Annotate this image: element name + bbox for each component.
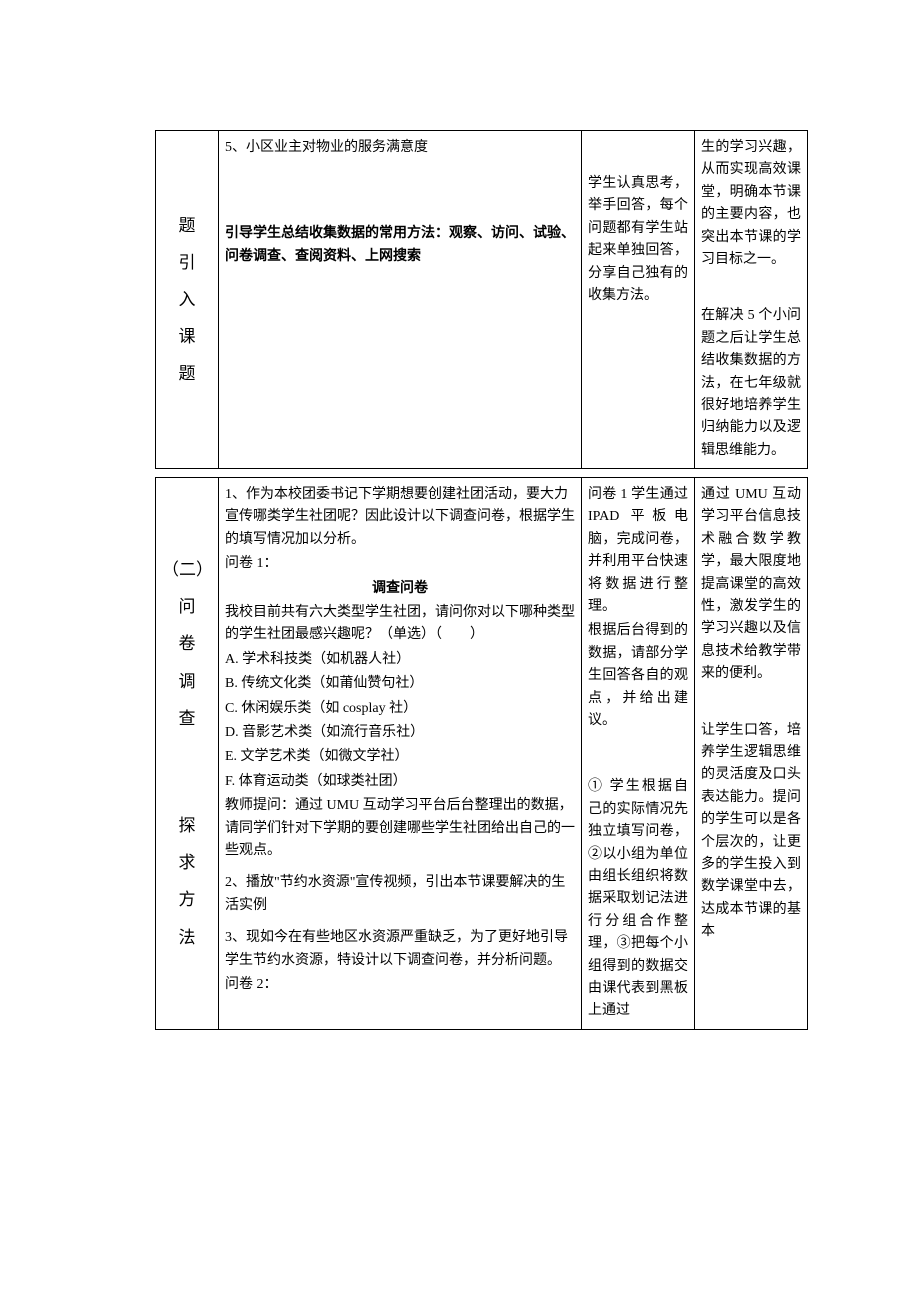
label-char: 求 bbox=[162, 849, 212, 876]
label-char: 探 bbox=[162, 812, 212, 839]
label-char: 题 bbox=[162, 212, 212, 239]
table-row: （二） 问 卷 调 查 探 求 方 法 1、作为本校团委书记下学期想要创建社团活… bbox=[156, 478, 808, 1030]
label-char: 法 bbox=[162, 924, 212, 951]
lesson-table: （二） 问 卷 调 查 探 求 方 法 1、作为本校团委书记下学期想要创建社团活… bbox=[155, 477, 808, 1030]
student-text: 根据后台得到的数据，请部分学生回答各自的观点，并给出建议。 bbox=[588, 620, 688, 732]
section-label-cell: 题 引 入 课 题 bbox=[156, 131, 219, 469]
content-line: 1、作为本校团委书记下学期想要创建社团活动，要大力宣传哪类学生社团呢？因此设计以… bbox=[225, 484, 575, 551]
label-char: 调 bbox=[162, 668, 212, 695]
table-row: 题 引 入 课 题 5、小区业主对物业的服务满意度 引导学生总结收集数据的常用方… bbox=[156, 131, 808, 469]
section-label-cell: （二） 问 卷 调 查 探 求 方 法 bbox=[156, 478, 219, 1030]
label-char: 方 bbox=[162, 886, 212, 913]
main-content-cell: 1、作为本校团委书记下学期想要创建社团活动，要大力宣传哪类学生社团呢？因此设计以… bbox=[219, 478, 582, 1030]
row-gap bbox=[155, 469, 780, 477]
document-page: 题 引 入 课 题 5、小区业主对物业的服务满意度 引导学生总结收集数据的常用方… bbox=[0, 0, 920, 1302]
label-char: 查 bbox=[162, 705, 212, 732]
student-activity-cell: 学生认真思考，举手回答，每个问题都有学生站起来单独回答，分享自己独有的收集方法。 bbox=[582, 131, 695, 469]
survey-option: D. 音影艺术类（如流行音乐社） bbox=[225, 722, 575, 744]
survey-question: 我校目前共有六大类型学生社团，请问你对以下哪种类型的学生社团最感兴趣呢？（单选）… bbox=[225, 602, 575, 647]
student-text: 问卷 1 学生通过 IPAD 平板电脑，完成问卷，并利用平台快速将数据进行整理。 bbox=[588, 484, 688, 618]
content-summary: 引导学生总结收集数据的常用方法：观察、访问、试验、问卷调查、查阅资料、上网搜索 bbox=[225, 223, 575, 268]
content-line: 2、播放"节约水资源"宣传视频，引出本节课要解决的生活实例 bbox=[225, 872, 575, 917]
label-char: 引 bbox=[162, 249, 212, 276]
survey-option: C. 休闲娱乐类（如 cosplay 社） bbox=[225, 698, 575, 720]
content-line: 教师提问：通过 UMU 互动学习平台后台整理出的数据，请同学们针对下学期的要创建… bbox=[225, 795, 575, 862]
survey-option: A. 学术科技类（如机器人社） bbox=[225, 649, 575, 671]
design-text: 在解决 5 个小问题之后让学生总结收集数据的方法，在七年级就很好地培养学生归纳能… bbox=[701, 305, 801, 462]
label-char: 卷 bbox=[162, 630, 212, 657]
student-text: ① 学生根据自己的实际情况先独立填写问卷，②以小组为单位由组长组织将数据采取划记… bbox=[588, 776, 688, 1022]
label-char: （二） bbox=[162, 556, 212, 583]
survey-option: F. 体育运动类（如球类社团） bbox=[225, 771, 575, 793]
design-intent-cell: 生的学习兴趣，从而实现高效课堂，明确本节课的主要内容，也突出本节课的学习目标之一… bbox=[695, 131, 808, 469]
content-line: 问卷 1： bbox=[225, 553, 575, 575]
content-line: 5、小区业主对物业的服务满意度 bbox=[225, 137, 575, 159]
lesson-table: 题 引 入 课 题 5、小区业主对物业的服务满意度 引导学生总结收集数据的常用方… bbox=[155, 130, 808, 469]
design-text: 生的学习兴趣，从而实现高效课堂，明确本节课的主要内容，也突出本节课的学习目标之一… bbox=[701, 137, 801, 271]
label-char: 问 bbox=[162, 593, 212, 620]
student-activity-cell: 问卷 1 学生通过 IPAD 平板电脑，完成问卷，并利用平台快速将数据进行整理。… bbox=[582, 478, 695, 1030]
label-char: 入 bbox=[162, 286, 212, 313]
survey-title: 调查问卷 bbox=[225, 578, 575, 600]
label-char: 课 bbox=[162, 323, 212, 350]
content-line: 问卷 2： bbox=[225, 974, 575, 996]
design-text: 通过 UMU 互动学习平台信息技术融合数学教学，最大限度地提高课堂的高效性，激发… bbox=[701, 484, 801, 686]
design-intent-cell: 通过 UMU 互动学习平台信息技术融合数学教学，最大限度地提高课堂的高效性，激发… bbox=[695, 478, 808, 1030]
main-content-cell: 5、小区业主对物业的服务满意度 引导学生总结收集数据的常用方法：观察、访问、试验… bbox=[219, 131, 582, 469]
survey-option: E. 文学艺术类（如微文学社） bbox=[225, 746, 575, 768]
survey-option: B. 传统文化类（如莆仙赞句社） bbox=[225, 673, 575, 695]
student-text: 学生认真思考，举手回答，每个问题都有学生站起来单独回答，分享自己独有的收集方法。 bbox=[588, 173, 688, 307]
label-char: 题 bbox=[162, 360, 212, 387]
content-line: 3、现如今在有些地区水资源严重缺乏，为了更好地引导学生节约水资源，特设计以下调查… bbox=[225, 927, 575, 972]
design-text: 让学生口答，培养学生逻辑思维的灵活度及口头表达能力。提问的学生可以是各个层次的，… bbox=[701, 720, 801, 944]
